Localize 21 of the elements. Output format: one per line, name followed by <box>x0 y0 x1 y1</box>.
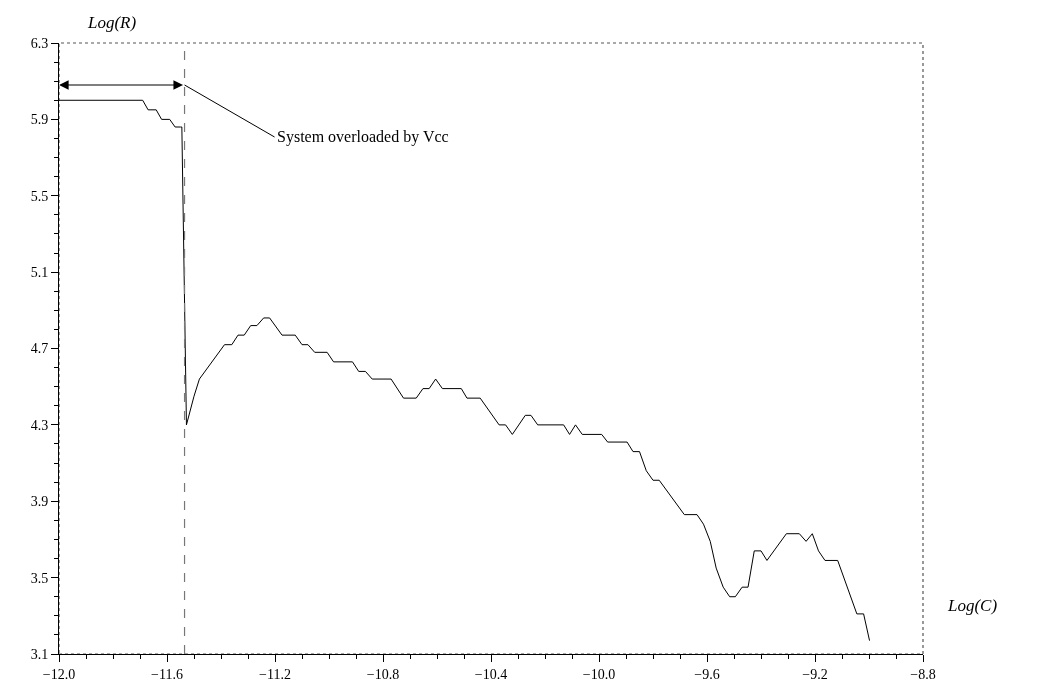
x-tick-label: −10.8 <box>366 666 400 682</box>
y-tick-label: 6.3 <box>30 35 49 51</box>
x-tick-label: −9.6 <box>694 666 720 682</box>
y-tick-label: 5.9 <box>30 112 49 128</box>
y-tick-label: 5.5 <box>30 188 49 204</box>
x-axis-title: Log(C) <box>947 596 998 615</box>
y-tick-label: 4.3 <box>30 417 49 433</box>
y-tick-label: 3.9 <box>30 494 49 510</box>
x-tick-label: −10.0 <box>582 666 616 682</box>
x-tick-label: −12.0 <box>42 666 76 682</box>
x-tick-label: −11.6 <box>151 666 183 682</box>
y-tick-label: 4.7 <box>30 341 49 357</box>
x-tick-label: −9.2 <box>802 666 828 682</box>
y-tick-label: 3.5 <box>30 570 49 586</box>
y-tick-label: 3.1 <box>30 646 49 662</box>
x-tick-label: −10.4 <box>474 666 508 682</box>
y-axis-title: Log(R) <box>87 13 137 32</box>
annotation: System overloaded by Vcc <box>277 128 449 146</box>
x-tick-label: −11.2 <box>259 666 291 682</box>
x-tick-label: −8.8 <box>910 666 936 682</box>
y-tick-label: 5.1 <box>30 265 49 281</box>
